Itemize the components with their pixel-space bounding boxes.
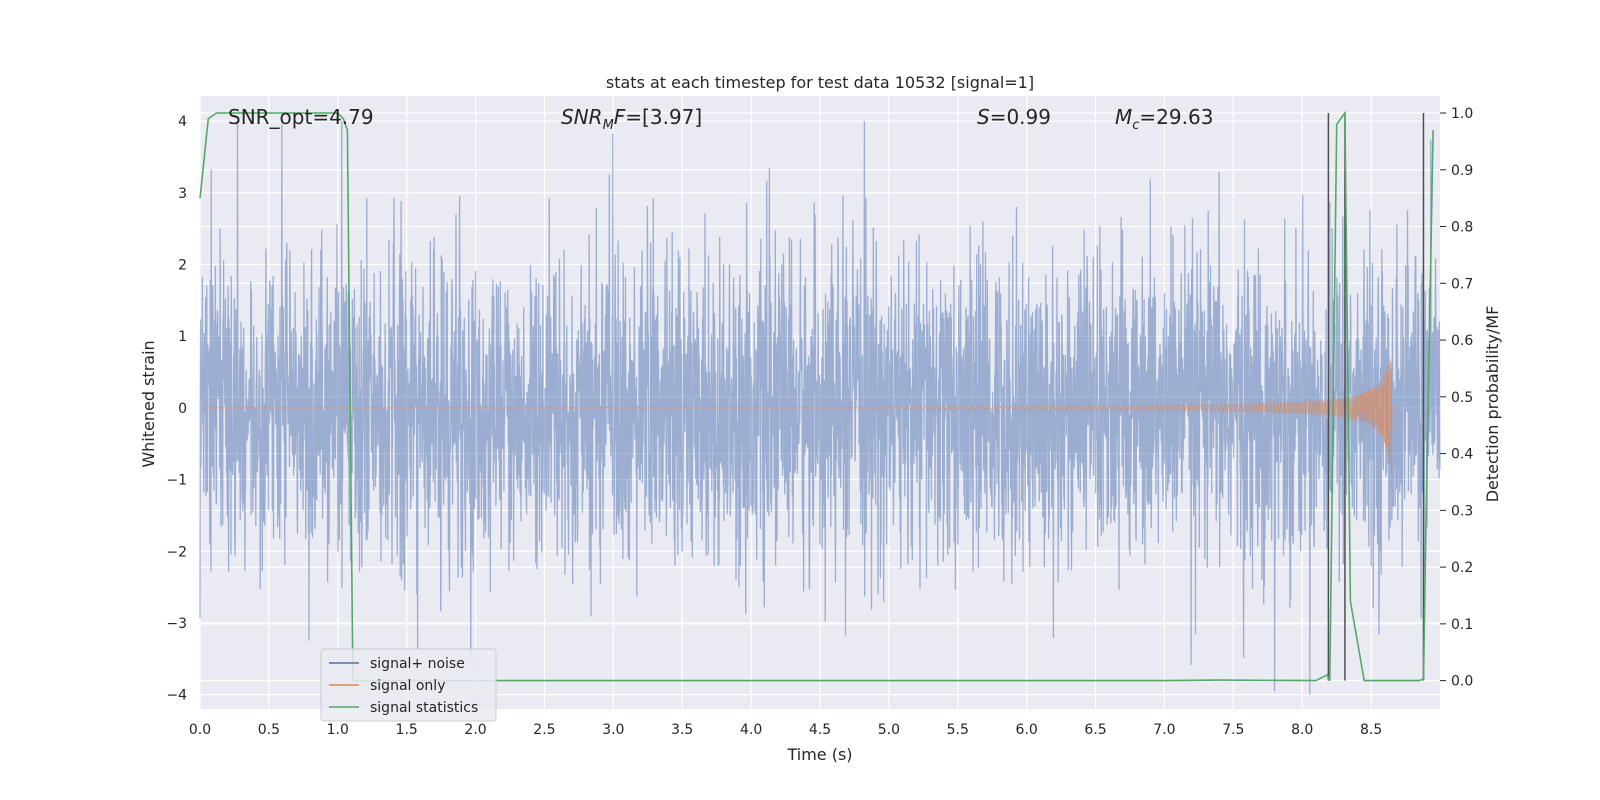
- legend: signal+ noise signal only signal statist…: [320, 648, 497, 722]
- signal-only-line: [200, 358, 1399, 473]
- y-tick-label-left: −1: [166, 473, 187, 489]
- x-tick-labels: 0.0 0.5 1.0 1.5 2.0 2.5 3.0 3.5 4.0 4.5 5.0 5.5 6.0 6…: [189, 722, 1382, 738]
- x-tick-label: 3.5: [671, 722, 693, 738]
- legend-label-signal-statistics: signal statistics: [370, 700, 478, 716]
- signal-noise-series: [199, 121, 1441, 695]
- signal-noise-line: [199, 121, 1441, 695]
- x-tick-label: 5.5: [947, 722, 969, 738]
- y-tick-label-right: 0.4: [1451, 447, 1473, 463]
- y-tick-label-right: 0.9: [1451, 163, 1473, 179]
- detection-vlines: [1327, 113, 1425, 681]
- annotation-snr-mf-main: SNR: [561, 105, 603, 129]
- y-tick-label-right: 1.0: [1451, 106, 1473, 122]
- x-tick-label: 7.0: [1153, 722, 1175, 738]
- annotations: SNR_opt=4.79 SNRMF=[3.97] S=0.99 Mc=29.6…: [228, 105, 1213, 133]
- y-tick-label-right: 0.1: [1451, 617, 1473, 633]
- y-tick-label-right: 0.8: [1451, 220, 1473, 236]
- y-tick-label-left: 0: [178, 401, 187, 417]
- annotation-snr-mf-value: F=[3.97]: [614, 105, 702, 129]
- y-tick-label-right: 0.0: [1451, 674, 1473, 690]
- y-tick-label-left: −2: [166, 544, 187, 560]
- y-tick-label-right: 0.5: [1451, 390, 1473, 406]
- x-tick-label: 6.5: [1084, 722, 1106, 738]
- x-tick-label: 1.5: [396, 722, 418, 738]
- x-tick-label: 5.0: [878, 722, 900, 738]
- y-tick-label-left: −3: [166, 616, 187, 632]
- annotation-mc: Mc=29.63: [1115, 105, 1213, 133]
- annotation-mc-main: M: [1115, 105, 1132, 129]
- annotation-mc-sub: c: [1132, 118, 1139, 133]
- y-tick-label-right: 0.2: [1451, 560, 1473, 576]
- y-tick-label-left: 2: [178, 257, 187, 273]
- annotation-s-value: =0.99: [990, 105, 1051, 129]
- x-tick-label: 2.5: [533, 722, 555, 738]
- y-axis-label-right: Detection probability/MF: [1483, 306, 1502, 503]
- x-tick-label: 4.0: [740, 722, 762, 738]
- signal-statistics-series: [199, 110, 1434, 682]
- legend-box: [320, 648, 497, 722]
- legend-label-signal-only: signal only: [370, 678, 445, 694]
- right-y-tick-labels: 1.0 0.9 0.8 0.7 0.6 0.5 0.4 0.3 0.2 0.1 0.0: [1440, 106, 1473, 690]
- annotation-s: S=0.99: [977, 105, 1051, 129]
- x-tick-label: 8.0: [1291, 722, 1313, 738]
- x-tick-label: 8.5: [1360, 722, 1382, 738]
- signal-statistics-line: [199, 110, 1434, 682]
- signal-only-series: [200, 358, 1399, 473]
- y-tick-label-right: 0.7: [1451, 276, 1473, 292]
- x-axis-label: Time (s): [786, 745, 852, 764]
- y-tick-label-left: 3: [178, 186, 187, 202]
- annotation-snr-mf: SNRMF=[3.97]: [561, 105, 702, 133]
- x-tick-label: 4.5: [809, 722, 831, 738]
- y-tick-label-right: 0.3: [1451, 503, 1473, 519]
- annotation-s-main: S: [977, 105, 990, 129]
- x-tick-label: 0.5: [258, 722, 280, 738]
- x-tick-label: 3.0: [602, 722, 624, 738]
- x-tick-label: 6.0: [1016, 722, 1038, 738]
- x-tick-label: 7.5: [1222, 722, 1244, 738]
- annotation-snr-mf-sub: M: [603, 118, 614, 133]
- y-tick-label-left: 1: [178, 329, 187, 345]
- x-tick-label: 1.0: [327, 722, 349, 738]
- annotation-snr-opt: SNR_opt=4.79: [228, 105, 374, 129]
- y-tick-label-left: −4: [166, 688, 187, 704]
- y-axis-label-left: Whitened strain: [139, 340, 158, 467]
- legend-label-signal-noise: signal+ noise: [370, 656, 465, 672]
- y-tick-label-right: 0.6: [1451, 333, 1473, 349]
- x-tick-label: 2.0: [464, 722, 486, 738]
- y-tick-label-left: 4: [178, 114, 187, 130]
- chart-title: stats at each timestep for test data 105…: [606, 73, 1034, 92]
- annotation-mc-value: =29.63: [1139, 105, 1213, 129]
- x-tick-label: 0.0: [189, 722, 211, 738]
- left-y-tick-labels: 4 3 2 1 0 −1 −2 −3 −4: [166, 114, 187, 704]
